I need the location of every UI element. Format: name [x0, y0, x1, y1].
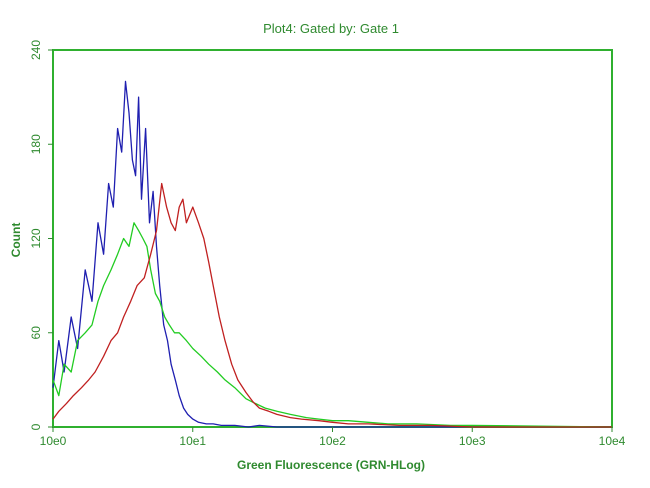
y-tick-label: 60: [29, 326, 43, 340]
x-tick-label: 10e0: [40, 434, 67, 448]
x-tick-label: 10e4: [599, 434, 626, 448]
y-axis-label: Count: [9, 223, 23, 258]
series-line-3: [52, 182, 612, 428]
y-tick-label: 0: [29, 423, 43, 430]
y-axis: 0 60 120 180 240: [29, 40, 53, 430]
chart-title: Plot4: Gated by: Gate 1: [263, 21, 399, 36]
plot-area: [52, 49, 613, 428]
plot-frame: [52, 49, 613, 428]
y-tick-label: 180: [29, 134, 43, 154]
x-tick-label: 10e1: [179, 434, 206, 448]
y-tick-label: 240: [29, 40, 43, 60]
x-axis: 10e0 10e1 10e2 10e3 10e4: [40, 427, 626, 448]
x-tick-label: 10e3: [459, 434, 486, 448]
x-tick-label: 10e2: [319, 434, 346, 448]
series-line-2: [52, 222, 613, 428]
y-tick-label: 120: [29, 228, 43, 248]
x-axis-label: Green Fluorescence (GRN-HLog): [237, 458, 425, 472]
series-line-1: [52, 80, 612, 428]
